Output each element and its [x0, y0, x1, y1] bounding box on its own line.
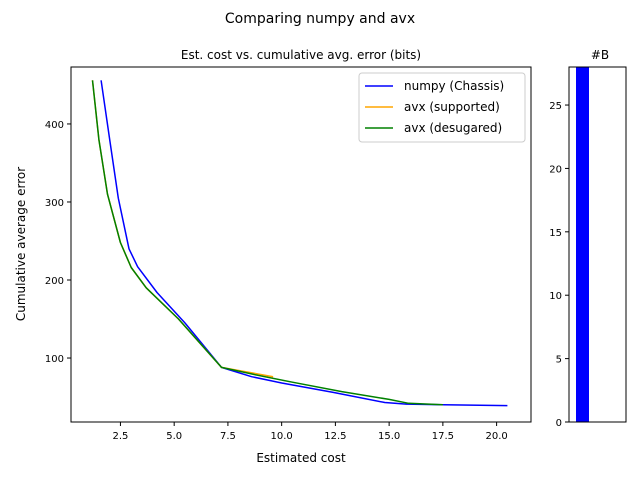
figure-title: Comparing numpy and avx [225, 11, 415, 27]
side-plot-frame [568, 66, 627, 423]
x-tick-label: 5.0 [166, 431, 182, 442]
x-tick-label: 2.5 [112, 431, 128, 442]
side-bar [576, 67, 589, 422]
x-tick-label: 7.5 [220, 431, 236, 442]
y-tick-label: 200 [45, 276, 64, 287]
side-axis-ticks: 0 5 10 15 20 25 [549, 101, 569, 429]
side-y-tick-label: 25 [549, 101, 562, 112]
main-axis-ticks: 2.5 5.0 7.5 10.0 12.5 15.0 17.5 20.0 100 200 300 40… [45, 120, 508, 442]
side-y-tick-label: 15 [549, 228, 562, 239]
y-tick-label: 300 [45, 198, 64, 209]
legend-label-avx-desugared: avx (desugared) [404, 121, 502, 135]
main-series-lines [91, 80, 508, 407]
series-line-avx-desugared [91, 80, 443, 406]
side-y-tick-label: 5 [556, 355, 562, 366]
side-bar-plot: #B 0 5 10 15 20 25 [549, 48, 627, 429]
x-tick-label: 12.5 [324, 431, 346, 442]
legend: numpy (Chassis) avx (supported) avx (des… [358, 72, 526, 143]
y-tick-label: 100 [45, 354, 64, 365]
x-tick-label: 15.0 [378, 431, 400, 442]
side-y-tick-label: 20 [549, 164, 562, 175]
side-y-tick-label: 0 [556, 418, 562, 429]
series-line-avx-supported [91, 80, 274, 378]
side-y-tick-label: 10 [549, 291, 562, 302]
y-tick-label: 400 [45, 120, 64, 131]
x-axis-label: Estimated cost [256, 451, 346, 465]
side-bars [576, 67, 589, 422]
side-plot-title: #B [591, 48, 609, 62]
x-tick-label: 10.0 [271, 431, 293, 442]
legend-label-avx-supported: avx (supported) [404, 100, 500, 114]
main-plot-title: Est. cost vs. cumulative avg. error (bit… [181, 48, 421, 62]
x-tick-label: 17.5 [432, 431, 454, 442]
main-plot: Est. cost vs. cumulative avg. error (bit… [14, 48, 532, 465]
legend-label-numpy-chassis: numpy (Chassis) [404, 79, 504, 93]
main-plot-frame [70, 66, 532, 423]
x-tick-label: 20.0 [485, 431, 507, 442]
legend-box [358, 72, 526, 143]
y-axis-label: Cumulative average error [14, 167, 28, 321]
